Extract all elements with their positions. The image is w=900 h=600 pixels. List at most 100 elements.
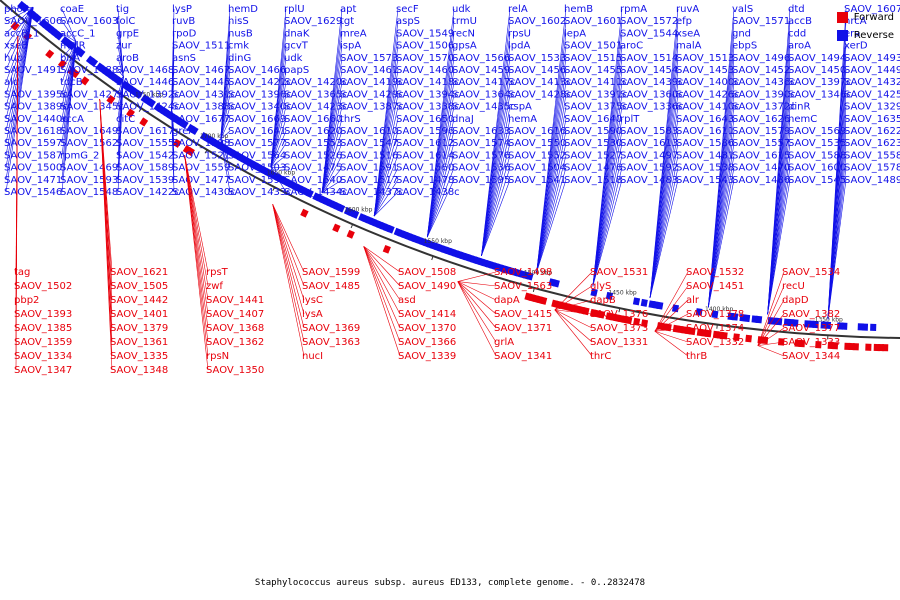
gene-label: lysA <box>302 309 323 320</box>
gene-label: SAOV_1336c <box>620 102 684 113</box>
gene-label: rpsU <box>508 28 531 39</box>
leader-line <box>373 82 399 217</box>
gene-label: SAOV_1339 <box>398 351 456 362</box>
leader-line <box>270 57 287 168</box>
reverse-gene <box>76 48 86 58</box>
leader-line <box>272 204 305 357</box>
gene-label: SAOV_1470 <box>732 163 790 174</box>
gene-label: SAOV_1453 <box>676 65 734 76</box>
gene-label: SAOV_1550 <box>508 138 566 149</box>
gene-label: SAOV_1485 <box>302 281 360 292</box>
gene-label: ald <box>4 77 19 88</box>
gene-label: SAOV_1589 <box>116 163 174 174</box>
gene-label: thrC <box>590 351 611 362</box>
gene-label: SAOV_1493 <box>844 53 900 64</box>
gene-label: aroB <box>116 53 139 64</box>
leader-line <box>536 155 567 273</box>
genome-caption: Staphylococcus aureus subsp. aureus ED13… <box>254 578 646 588</box>
gene-label: SAOV_1361 <box>110 337 168 348</box>
leader-line <box>5 6 34 10</box>
gene-label: gnd <box>732 28 751 39</box>
gene-label: gcvT <box>284 41 309 52</box>
leader-line <box>708 167 735 308</box>
leader-line <box>427 118 455 238</box>
gene-label: SAOV_1393 <box>14 309 72 320</box>
leader-line <box>220 106 231 140</box>
leader-line <box>117 76 124 95</box>
reverse-gene <box>85 55 95 65</box>
gene-label: rpoD <box>172 28 197 39</box>
gene-label: SAOV_1471 <box>4 175 62 186</box>
gene-label: SAOV_1363 <box>302 337 360 348</box>
leader-line <box>184 154 209 315</box>
gene-label: SAOV_1396c <box>228 89 292 100</box>
reverse-gene <box>98 64 108 75</box>
leader-line <box>5 7 34 71</box>
gene-label: SAOV_1635 <box>844 114 900 125</box>
gene-label: SAOV_1371 <box>494 323 552 334</box>
reverse-gene <box>812 320 819 329</box>
gene-label: SAOV_1440c <box>4 114 68 125</box>
forward-gene <box>831 342 839 350</box>
reverse-gene <box>45 23 55 33</box>
leader-line <box>184 154 209 287</box>
gene-label: SAOV_1621 <box>110 267 168 278</box>
gene-label: trmU <box>452 16 477 27</box>
gene-label: SAOV_1347 <box>14 365 72 376</box>
leader-line <box>171 82 175 110</box>
gene-label: SAOV_1415 <box>494 309 552 320</box>
gene-label: SAOV_1579 <box>732 126 790 137</box>
reverse-gene <box>386 224 395 234</box>
gene-label: nusB <box>228 28 253 39</box>
gene-label: ruvA <box>676 4 699 15</box>
gene-label: SAOV_1414 <box>398 309 456 320</box>
gene-label: malR <box>60 41 86 52</box>
reverse-gene <box>605 291 614 300</box>
leader-line <box>373 143 399 217</box>
leader-line <box>61 41 77 46</box>
gene-label: xerD <box>844 41 868 52</box>
leader-line <box>270 82 287 168</box>
gene-label: dnaK <box>284 28 310 39</box>
gene-label: SAOV_1542 <box>116 150 174 161</box>
reverse-gene <box>841 322 848 330</box>
leader-line <box>536 69 567 273</box>
gene-label: SAOV_1640 <box>564 114 622 125</box>
reverse-gene <box>60 36 70 46</box>
leader-line <box>554 309 593 357</box>
gene-label: accB <box>788 16 812 27</box>
gene-label: SAOV_1505 <box>110 281 168 292</box>
leader-line <box>363 246 401 329</box>
gene-label: citC <box>116 114 135 125</box>
gene-label: SAOV_1425c <box>844 89 900 100</box>
leader-line <box>61 41 77 95</box>
scale-tick <box>618 308 621 313</box>
gene-label: ruvB <box>172 16 195 27</box>
gene-label: SAOV_1434c <box>284 187 348 198</box>
gene-label: SAOV_1359 <box>14 337 72 348</box>
leader-line <box>457 281 497 315</box>
leader-line <box>536 130 567 273</box>
gene-label: SAOV_1572 <box>620 16 678 27</box>
reverse-gene <box>156 105 166 115</box>
reverse-gene <box>105 69 115 79</box>
leader-line <box>536 106 567 273</box>
leader-line <box>554 309 593 329</box>
gene-label: cspA <box>508 102 532 113</box>
gene-label: rpmG_2 <box>60 150 99 161</box>
gene-label: SAOV_1494 <box>788 53 846 64</box>
leader-line <box>373 179 399 217</box>
leader-line <box>5 7 34 95</box>
gene-label: SAOV_1571 <box>732 16 790 27</box>
leader-line <box>270 166 287 181</box>
gene-label: dtd <box>788 4 805 15</box>
leader-line <box>481 94 511 256</box>
gene-label: cmk <box>228 41 249 52</box>
leader-line <box>373 45 399 217</box>
gene-label: SAOV_1340c <box>228 102 292 113</box>
leader-line <box>363 246 401 301</box>
reverse-gene <box>695 308 703 316</box>
leader-line <box>321 179 343 194</box>
gene-label: SAOV_1431c <box>172 89 236 100</box>
